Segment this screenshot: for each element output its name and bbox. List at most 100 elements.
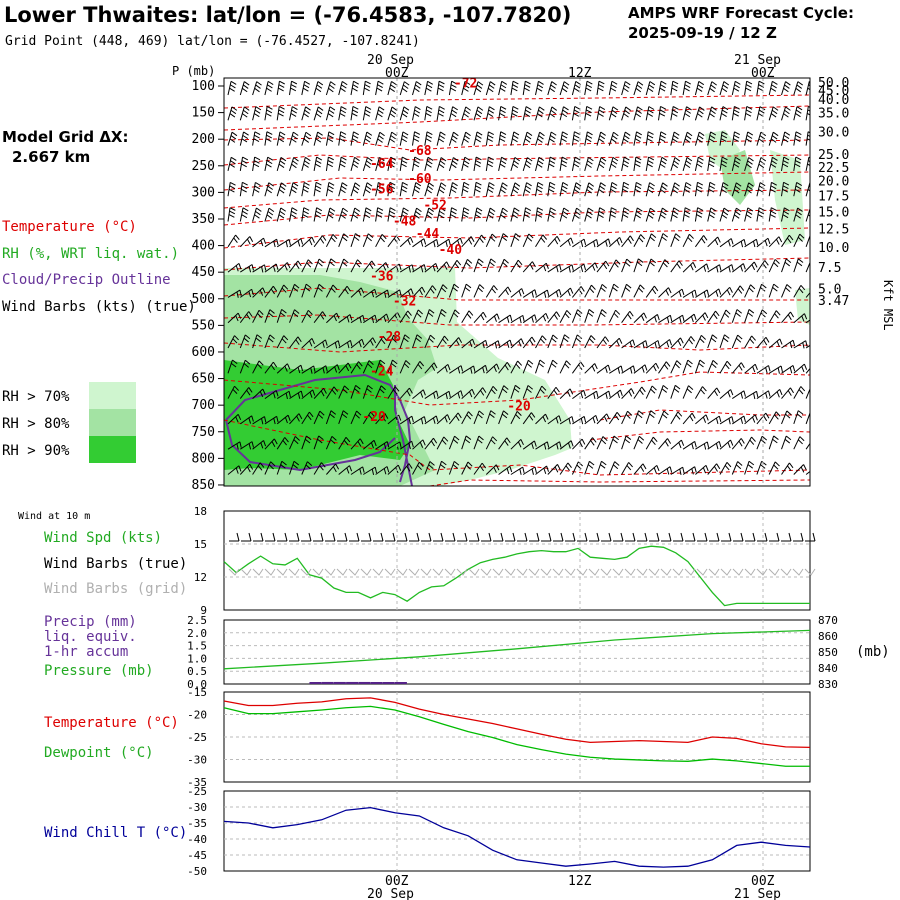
surface-wind-barb-grid — [492, 568, 504, 576]
wind-barb — [744, 106, 753, 121]
wind-barb — [621, 339, 636, 349]
wind-barb — [731, 182, 742, 197]
cycle-label: AMPS WRF Forecast Cycle: — [628, 4, 854, 22]
wind-barb — [510, 182, 521, 197]
wind-barb — [793, 313, 808, 324]
surface-wind-barb-feather — [788, 532, 792, 542]
panel-frame — [223, 510, 811, 611]
surface-wind-barb-grid — [252, 568, 264, 576]
wind-barb — [486, 340, 501, 349]
wind-barb — [375, 385, 386, 399]
wind-barb — [485, 363, 500, 374]
wind-barb — [793, 233, 805, 248]
wind-barb — [535, 359, 546, 374]
wind-barb — [473, 234, 486, 248]
wind-barb — [731, 334, 743, 349]
wind-barb — [289, 131, 299, 146]
wind-barb — [732, 415, 746, 425]
wind-barb — [498, 156, 507, 172]
wind-barb — [264, 182, 274, 197]
wind-barb — [510, 411, 522, 425]
wind-barb — [387, 386, 400, 399]
wind-barb — [264, 80, 274, 96]
wind-barb — [498, 361, 511, 374]
wind-barb — [240, 264, 254, 273]
surface-wind-barb-grid — [792, 568, 804, 576]
wind-barb — [461, 388, 475, 399]
wind-barb — [645, 314, 660, 324]
isotherm — [589, 429, 810, 441]
wind-barb — [793, 340, 808, 349]
wind-barb — [473, 364, 488, 374]
wind-barb — [621, 131, 631, 146]
height-ticks: 50.045.040.035.0 30.0 25.022.520.017.515.0… — [818, 76, 849, 309]
wind-barb — [584, 309, 595, 323]
temperature-contour-label: -20 — [507, 400, 531, 415]
wind-barb — [707, 81, 717, 96]
wind-barb — [547, 464, 561, 475]
wind-barb — [694, 106, 705, 121]
wind-barb — [399, 181, 408, 197]
wind-barb — [264, 263, 279, 273]
wind-barb — [510, 157, 520, 172]
wind-barb — [584, 390, 599, 400]
wind-barb — [498, 106, 507, 121]
wind-barb — [424, 390, 439, 400]
wind-barb — [744, 363, 758, 374]
wind-barb — [731, 207, 742, 222]
wind-barb — [707, 334, 718, 349]
wind-barb — [596, 283, 608, 298]
surface-wind-barb-grid — [696, 568, 708, 576]
wind-chill-label: Wind Chill T (°C) — [44, 825, 187, 841]
surface-wind-barb-feather — [524, 532, 528, 542]
y-tick-label: 2.0 — [187, 627, 207, 640]
wind-barb — [485, 258, 496, 273]
wind-barb — [744, 238, 759, 248]
wind-barb — [485, 156, 494, 171]
wind-barb — [436, 414, 451, 425]
wind-barb — [805, 234, 810, 247]
wind-barb — [781, 339, 796, 349]
wind-barb — [301, 156, 311, 172]
model-grid-value: 2.667 km — [12, 148, 90, 166]
wind-barb — [338, 314, 353, 324]
wind-barb — [412, 389, 426, 399]
wind-barb — [363, 288, 377, 298]
wind-barb — [805, 411, 810, 425]
top-tick-00z-1: 00Z — [385, 66, 409, 81]
wind-barb — [362, 80, 371, 96]
wind-barb — [448, 460, 460, 475]
wind-barb — [744, 157, 754, 172]
wind-barb — [584, 363, 598, 374]
surface-wind-barb-grid — [600, 568, 612, 576]
wind-barb — [473, 181, 482, 197]
wind-barb — [559, 388, 574, 399]
wind-barb — [424, 461, 435, 475]
pressure-tick-label: 650 — [192, 372, 215, 387]
wind-barb — [621, 435, 632, 450]
wind-barb — [412, 334, 423, 349]
wind-barb — [535, 181, 544, 197]
wind-barb — [485, 233, 497, 248]
pressure-tick-label: 840 — [818, 662, 838, 675]
wind-barb — [670, 260, 683, 273]
wind-barb — [387, 359, 398, 374]
y-tick-label: 9 — [200, 604, 207, 617]
wind-barb — [350, 259, 362, 273]
model-grid-label: Model Grid ΔX: — [2, 128, 129, 146]
wind-speed-line — [223, 545, 810, 607]
wind-barb — [313, 106, 324, 121]
wind-barb — [387, 181, 396, 197]
wind-barb — [498, 207, 508, 222]
wind-barb — [301, 80, 310, 96]
wind-barb — [412, 207, 422, 222]
wind-barb — [608, 283, 619, 298]
isotherm — [224, 105, 810, 131]
wind-barb — [301, 338, 315, 349]
surface-wind-barb-grid — [804, 568, 816, 576]
wind-barb — [252, 182, 261, 197]
wind-barb — [793, 207, 803, 222]
wind-barb — [596, 80, 605, 96]
surface-wind-barb-feather — [236, 532, 240, 542]
wind-barb — [744, 131, 754, 146]
